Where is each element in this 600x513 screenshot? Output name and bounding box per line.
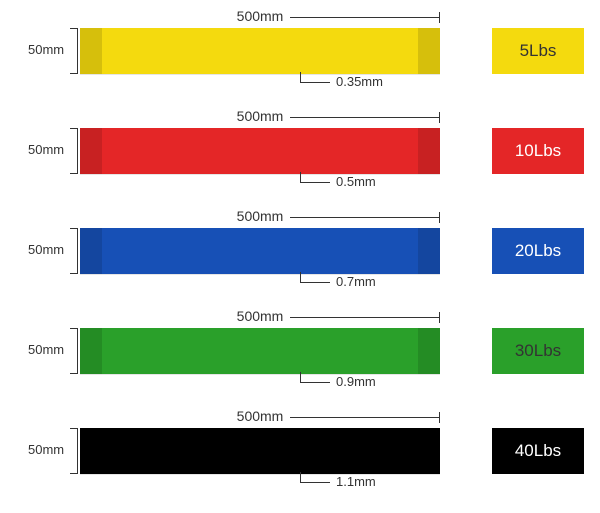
thickness-label: 0.35mm	[336, 74, 383, 89]
thickness-dimension: 1.1mm	[300, 474, 460, 492]
weight-label: 20Lbs	[515, 241, 561, 261]
band-swatch-yellow	[80, 28, 440, 74]
thickness-label: 1.1mm	[336, 474, 376, 489]
weight-label: 30Lbs	[515, 341, 561, 361]
weight-swatch: 5Lbs	[492, 28, 584, 74]
height-dimension: 50mm	[34, 228, 78, 274]
height-dimension: 50mm	[34, 428, 78, 474]
thickness-label: 0.7mm	[336, 274, 376, 289]
weight-swatch: 20Lbs	[492, 228, 584, 274]
thickness-dimension: 0.7mm	[300, 274, 460, 292]
width-label: 500mm	[231, 308, 290, 324]
band-row: 500mm 50mm 0.9mm 30Lbs	[0, 300, 600, 400]
band-swatch-black	[80, 428, 440, 474]
height-label: 50mm	[28, 442, 64, 457]
band-swatch-red	[80, 128, 440, 174]
width-dimension: 500mm	[80, 208, 440, 226]
band-row: 500mm 50mm 0.35mm 5Lbs	[0, 0, 600, 100]
weight-swatch: 10Lbs	[492, 128, 584, 174]
width-label: 500mm	[231, 108, 290, 124]
width-dimension: 500mm	[80, 8, 440, 26]
height-label: 50mm	[28, 142, 64, 157]
weight-label: 10Lbs	[515, 141, 561, 161]
band-row: 500mm 50mm 1.1mm 40Lbs	[0, 400, 600, 500]
weight-swatch: 30Lbs	[492, 328, 584, 374]
width-dimension: 500mm	[80, 408, 440, 426]
band-row: 500mm 50mm 0.7mm 20Lbs	[0, 200, 600, 300]
weight-label: 40Lbs	[515, 441, 561, 461]
band-row: 500mm 50mm 0.5mm 10Lbs	[0, 100, 600, 200]
weight-swatch: 40Lbs	[492, 428, 584, 474]
height-dimension: 50mm	[34, 328, 78, 374]
weight-label: 5Lbs	[520, 41, 557, 61]
thickness-label: 0.9mm	[336, 374, 376, 389]
resistance-bands-infographic: 500mm 50mm 0.35mm 5Lbs 500mm 50mm	[0, 0, 600, 513]
thickness-label: 0.5mm	[336, 174, 376, 189]
thickness-dimension: 0.35mm	[300, 74, 460, 92]
thickness-dimension: 0.9mm	[300, 374, 460, 392]
width-label: 500mm	[231, 8, 290, 24]
height-label: 50mm	[28, 42, 64, 57]
band-swatch-blue	[80, 228, 440, 274]
height-label: 50mm	[28, 342, 64, 357]
width-dimension: 500mm	[80, 308, 440, 326]
width-dimension: 500mm	[80, 108, 440, 126]
thickness-dimension: 0.5mm	[300, 174, 460, 192]
height-dimension: 50mm	[34, 128, 78, 174]
band-swatch-green	[80, 328, 440, 374]
height-dimension: 50mm	[34, 28, 78, 74]
height-label: 50mm	[28, 242, 64, 257]
width-label: 500mm	[231, 408, 290, 424]
width-label: 500mm	[231, 208, 290, 224]
